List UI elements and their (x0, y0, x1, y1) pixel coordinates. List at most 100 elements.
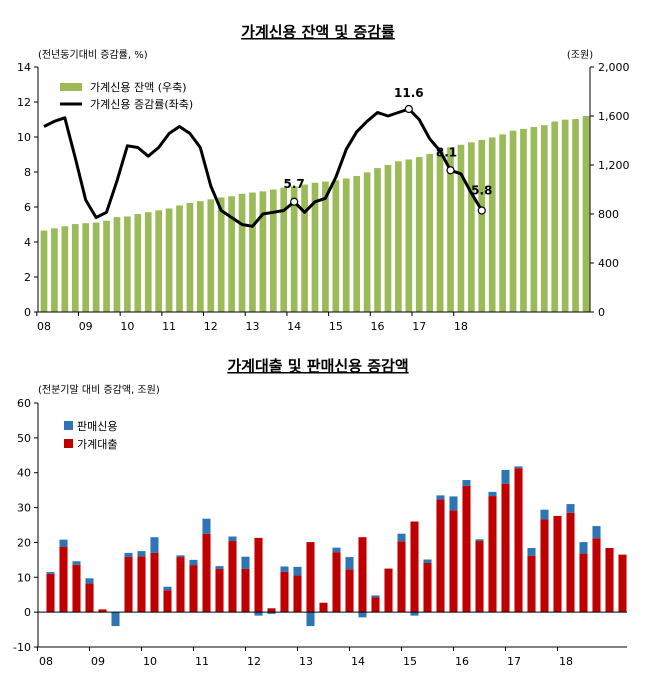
balance-bar (61, 226, 69, 312)
chart2-x-tick-label: 16 (455, 655, 469, 668)
legend-swatch-household-loans (64, 439, 73, 448)
sales-credit-bar (124, 552, 133, 558)
balance-bar (530, 127, 538, 313)
sales-credit-bar (202, 518, 211, 534)
chart1-x-tick-label: 18 (454, 320, 468, 333)
sales-credit-bar (150, 537, 159, 553)
chart1-x-tick-label: 13 (245, 320, 259, 333)
sales-credit-bar (540, 509, 549, 520)
balance-bar (322, 181, 329, 312)
chart2-y-tick-label: 60 (17, 397, 31, 410)
sales-credit-bar (475, 539, 484, 542)
balance-bar (269, 189, 277, 312)
chart1-left-tick-label: 8 (24, 166, 31, 179)
balance-bar (561, 119, 569, 312)
household-loan-bar (618, 554, 627, 613)
chart2-y-tick-label: 20 (17, 536, 31, 549)
chart2-axis-label: (전분기말 대비 증감액, 조원) (38, 384, 160, 396)
household-loan-bar (332, 552, 341, 613)
balance-bar (207, 199, 215, 312)
household-loan-bar (72, 564, 81, 613)
balance-bar (259, 191, 267, 312)
household-loan-bar (150, 552, 159, 613)
household-loan-bar (137, 556, 146, 613)
chart1-left-tick-label: 6 (24, 201, 31, 214)
chart2-x-tick-label: 14 (351, 655, 365, 668)
legend-label-growth: 가계신용 증감률(좌축) (90, 98, 193, 111)
sales-credit-bar (189, 559, 198, 566)
growth-annotation-marker (446, 166, 455, 175)
sales-credit-bar (280, 566, 289, 572)
sales-credit-bar (397, 533, 406, 542)
household-loan-bar (59, 546, 68, 613)
balance-bar (249, 192, 256, 312)
balance-bar (436, 150, 444, 312)
balance-bar (478, 139, 486, 312)
balance-bar (363, 172, 371, 312)
sales-credit-bar (163, 586, 172, 591)
sales-credit-bar (46, 572, 55, 574)
chart1-left-tick-label: 14 (17, 61, 31, 74)
chart2-x-tick-label: 15 (403, 655, 417, 668)
sales-credit-bar (85, 578, 94, 584)
household-loan-bar (553, 515, 562, 613)
sales-credit-bar (449, 496, 458, 511)
sales-credit-bar (111, 612, 120, 627)
sales-credit-bar (501, 469, 510, 484)
chart2-x-tick-label: 12 (247, 655, 261, 668)
chart2-y-tick-label: -10 (13, 641, 31, 654)
household-loan-bar (241, 568, 250, 613)
balance-bar (395, 161, 402, 312)
sales-credit-bar (436, 495, 445, 500)
household-loan-bar (46, 573, 55, 613)
growth-annotation-label: 5.7 (284, 177, 305, 191)
balance-bar (426, 153, 433, 312)
balance-bar (582, 116, 590, 312)
chart2-x-tick-label: 17 (507, 655, 521, 668)
chart1-x-tick-label: 16 (371, 320, 385, 333)
sales-credit-bar (293, 566, 302, 576)
balance-bar (405, 159, 413, 312)
balance-bar (103, 220, 110, 312)
household-loan-bar (436, 499, 445, 613)
chart2-x-tick-label: 10 (143, 655, 157, 668)
household-loan-bar (98, 609, 107, 613)
growth-annotation-marker (290, 197, 299, 206)
balance-bar (92, 222, 100, 312)
balance-bar (457, 144, 465, 312)
legend-swatch-sales-credit (64, 421, 73, 430)
balance-bar (551, 121, 559, 312)
household-loan-bar (579, 553, 588, 613)
chart1-right-tick-label: 800 (598, 208, 619, 221)
legend-swatch-balance (60, 83, 82, 91)
chart1-x-tick-label: 17 (412, 320, 426, 333)
balance-bar (280, 187, 288, 312)
household-loan-bar (475, 541, 484, 613)
sales-credit-bar (566, 504, 575, 513)
balance-bar (197, 201, 204, 312)
chart1-left-tick-label: 4 (24, 236, 31, 249)
balance-bar (82, 223, 90, 312)
sales-credit-bar (462, 480, 471, 486)
household-loan-bar (592, 538, 601, 613)
sales-credit-bar (59, 539, 68, 547)
household-loan-bar (85, 583, 94, 613)
legend-label-balance: 가계신용 잔액 (우축) (90, 81, 187, 94)
sales-credit-bar (527, 548, 536, 556)
sales-credit-bar (371, 595, 380, 598)
household-loan-bar (371, 597, 380, 613)
chart1-right-tick-label: 0 (598, 306, 605, 319)
household-loan-bar (163, 590, 172, 613)
chart1-left-tick-label: 2 (24, 271, 31, 284)
growth-annotation-marker (404, 104, 413, 114)
household-loan-bar (267, 608, 276, 613)
household-loan-bar (488, 496, 497, 613)
household-loan-bar (306, 542, 315, 613)
sales-credit-bar (254, 612, 263, 616)
chart1-left-tick-label: 12 (17, 96, 31, 109)
sales-credit-bar (137, 551, 146, 557)
growth-annotation-marker (477, 206, 486, 215)
sales-credit-bar (488, 491, 497, 497)
balance-bar (509, 130, 517, 312)
